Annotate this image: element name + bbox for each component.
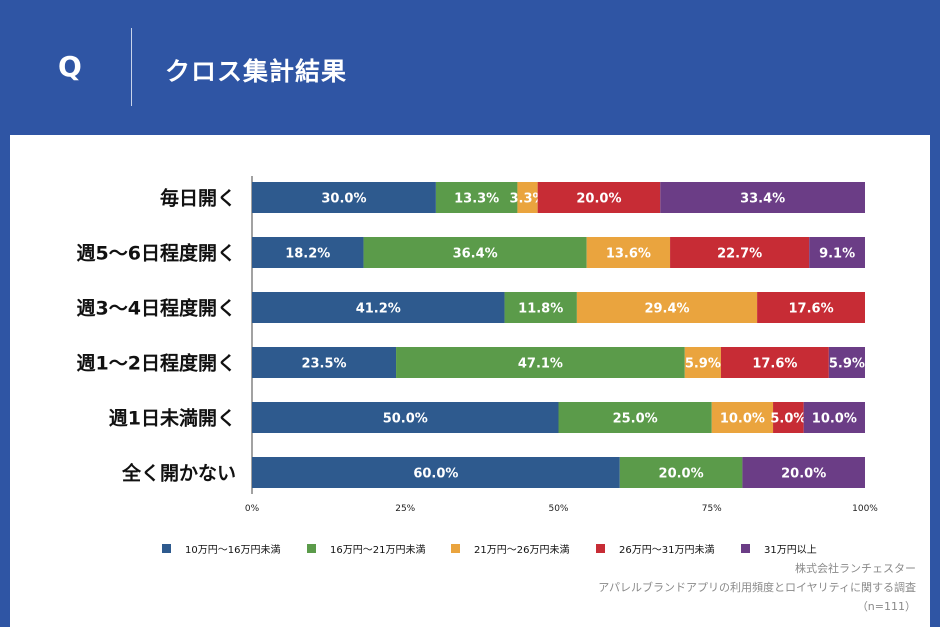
data-label: 50.0% (383, 412, 428, 427)
bar-segment (670, 237, 810, 268)
footnote-company: 株式会社ランチェスター (795, 562, 916, 575)
bar-segment (504, 292, 577, 323)
footnote-survey: アパレルブランドアプリの利用頻度とロイヤリティに関する調査 (598, 581, 916, 594)
bar-segment (517, 182, 538, 213)
bar-segment (252, 402, 559, 433)
bar-segment (720, 347, 829, 378)
category-label: 週1日未満開く (109, 407, 236, 430)
bar-segment (558, 402, 712, 433)
bar-segment (396, 347, 685, 378)
data-label: 22.7% (717, 247, 762, 262)
legend-label: 31万円以上 (764, 544, 817, 556)
category-label: 毎日開く (160, 187, 236, 210)
bar-segment (363, 237, 587, 268)
data-label: 17.6% (789, 302, 834, 317)
category-label: 全く開かない (121, 462, 236, 485)
bar-segment (809, 237, 865, 268)
legend-label: 26万円〜31万円未満 (619, 544, 714, 556)
data-label: 23.5% (301, 357, 346, 372)
bar-segment (537, 182, 661, 213)
data-label: 17.6% (752, 357, 797, 372)
x-tick-label: 0% (245, 504, 260, 514)
category-label: 週3〜4日程度開く (77, 297, 236, 320)
legend-label: 16万円〜21万円未満 (330, 544, 425, 556)
bar-segment (252, 292, 505, 323)
legend-label: 10万円〜16万円未満 (185, 544, 280, 556)
legend-swatch (307, 544, 316, 553)
legend-swatch (741, 544, 750, 553)
data-label: 33.4% (740, 192, 785, 207)
data-label: 10.0% (812, 412, 857, 427)
question-label: Q (58, 50, 82, 83)
header-divider (131, 28, 132, 106)
data-label: 18.2% (285, 247, 330, 262)
bar-segment (803, 402, 865, 433)
data-label: 20.0% (659, 467, 704, 482)
data-label: 20.0% (781, 467, 826, 482)
data-label: 13.6% (606, 247, 651, 262)
data-label: 5.0% (770, 412, 806, 427)
data-label: 11.8% (518, 302, 563, 317)
data-label: 47.1% (518, 357, 563, 372)
bar-segment (773, 402, 804, 433)
page-title: クロス集計結果 (165, 57, 348, 86)
legend-swatch (596, 544, 605, 553)
bar-segment (660, 182, 865, 213)
legend-swatch (451, 544, 460, 553)
footnote: 株式会社ランチェスター アパレルブランドアプリの利用頻度とロイヤリティに関する調… (598, 559, 916, 616)
bar-segment (252, 237, 364, 268)
x-tick-label: 25% (395, 504, 415, 514)
data-label: 10.0% (720, 412, 765, 427)
category-label: 週1〜2日程度開く (77, 352, 236, 375)
bar-segment (742, 457, 865, 488)
category-label: 週5〜6日程度開く (77, 242, 236, 265)
x-tick-label: 100% (852, 504, 878, 514)
legend-swatch (162, 544, 171, 553)
bar-segment (828, 347, 865, 378)
footnote-sample: （n=111） (856, 600, 916, 613)
bar-segment (586, 237, 671, 268)
data-label: 13.3% (454, 192, 499, 207)
bar-segment (757, 292, 865, 323)
x-tick-label: 50% (548, 504, 568, 514)
data-label: 3.3% (510, 192, 546, 207)
bar-segment (252, 182, 436, 213)
data-label: 30.0% (321, 192, 366, 207)
data-label: 5.9% (685, 357, 721, 372)
data-label: 9.1% (819, 247, 855, 262)
x-tick-label: 75% (702, 504, 722, 514)
data-label: 60.0% (413, 467, 458, 482)
legend-label: 21万円〜26万円未満 (474, 544, 569, 556)
data-label: 36.4% (453, 247, 498, 262)
data-label: 25.0% (613, 412, 658, 427)
data-label: 5.9% (829, 357, 865, 372)
header: Q クロス集計結果 (0, 0, 940, 135)
bar-segment (684, 347, 721, 378)
bar-segment (576, 292, 758, 323)
bar-segment (252, 347, 397, 378)
data-label: 41.2% (356, 302, 401, 317)
bar-segment (435, 182, 518, 213)
bar-segment (619, 457, 743, 488)
bar-segment (711, 402, 774, 433)
bar-segment (252, 457, 620, 488)
data-label: 29.4% (644, 302, 689, 317)
data-label: 20.0% (576, 192, 621, 207)
